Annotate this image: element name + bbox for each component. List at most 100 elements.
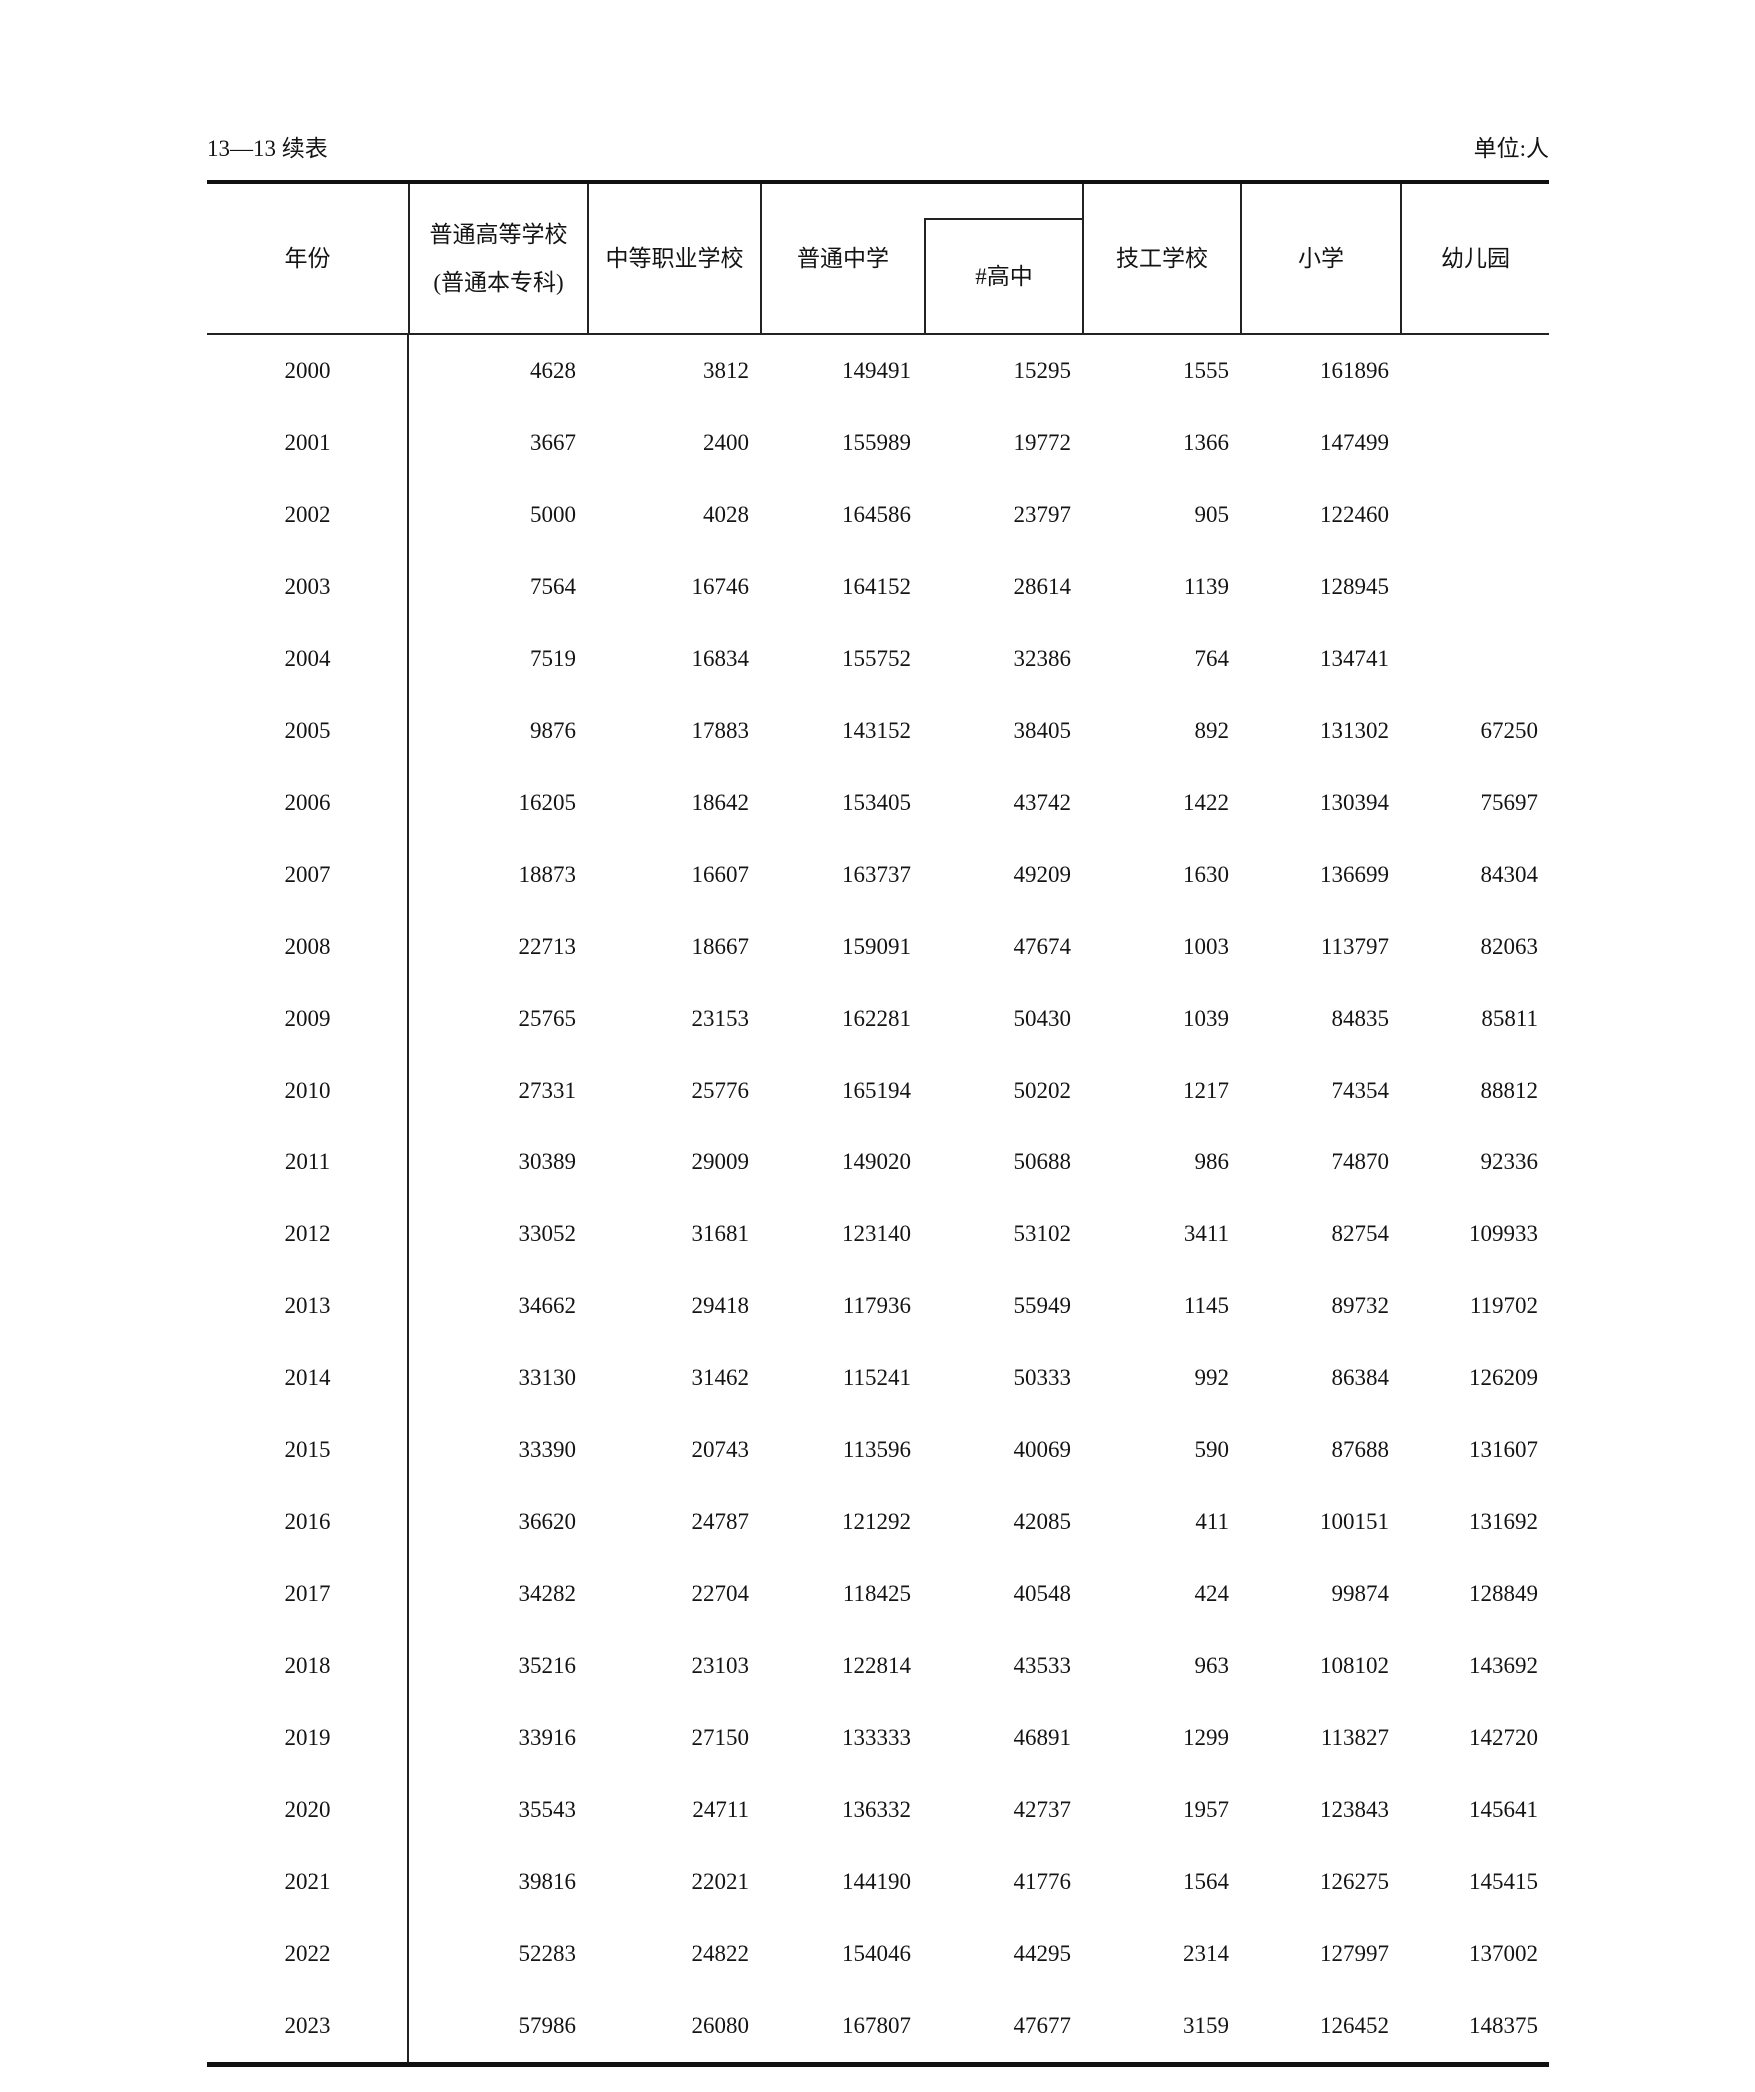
table-continuation-label: 13—13 续表 (207, 136, 328, 161)
value-cell: 1366 (1183, 429, 1229, 455)
value-cell: 29418 (691, 1293, 750, 1319)
value-cell: 3411 (1183, 1221, 1229, 1247)
year-cell: 2013 (284, 1293, 331, 1319)
table-row: 2018 35216 23103 122814 43533 963 108102 143692 (207, 1630, 1549, 1702)
table-row: 2022 52283 24822 154046 44295 2314 127997 13700… (207, 1918, 1549, 1990)
value-cell: 26080 (691, 2012, 750, 2038)
year-cell: 2002 (284, 501, 331, 527)
page-header: 13—13 续表 单位:人 (207, 136, 1549, 161)
year-cell: 2004 (284, 645, 331, 671)
value-cell: 67250 (1480, 717, 1539, 743)
value-cell: 33052 (518, 1221, 577, 1247)
value-cell: 32386 (1013, 645, 1072, 671)
value-cell: 18642 (691, 789, 750, 815)
value-cell: 22021 (691, 1868, 750, 1894)
value-cell: 39816 (518, 1868, 577, 1894)
col-header-technical-school: 技工学校 (1082, 184, 1240, 333)
col-header-year-label: 年份 (284, 245, 331, 271)
value-cell: 22704 (691, 1581, 750, 1607)
value-cell: 1564 (1183, 1868, 1229, 1894)
col-header-kindergarten-label: 幼儿园 (1441, 245, 1510, 271)
year-cell: 2000 (284, 357, 331, 383)
value-cell: 82063 (1480, 933, 1539, 959)
value-cell: 50688 (1013, 1149, 1072, 1175)
value-cell: 143692 (1469, 1653, 1538, 1679)
value-cell: 23153 (691, 1005, 750, 1031)
table-row: 2009 25765 23153 162281 50430 1039 84835 85811 (207, 983, 1549, 1055)
value-cell: 57986 (518, 2012, 577, 2038)
value-cell: 74354 (1331, 1077, 1390, 1103)
value-cell: 136699 (1320, 861, 1389, 887)
year-cell: 2008 (284, 933, 331, 959)
value-cell: 161896 (1320, 357, 1389, 383)
value-cell: 35216 (518, 1653, 577, 1679)
value-cell: 164152 (842, 573, 911, 599)
value-cell: 47674 (1013, 933, 1072, 959)
value-cell: 74870 (1331, 1149, 1390, 1175)
value-cell: 75697 (1480, 789, 1539, 815)
value-cell: 159091 (842, 933, 911, 959)
value-cell: 4628 (530, 357, 576, 383)
value-cell: 1630 (1183, 861, 1229, 887)
year-cell: 2018 (284, 1653, 331, 1679)
value-cell: 18667 (691, 933, 750, 959)
year-cell: 2016 (284, 1509, 331, 1535)
value-cell: 28614 (1013, 573, 1072, 599)
value-cell: 137002 (1469, 1940, 1538, 1966)
value-cell: 126275 (1320, 1868, 1389, 1894)
value-cell: 133333 (842, 1725, 911, 1751)
year-cell: 2006 (284, 789, 331, 815)
table-row: 2021 39816 22021 144190 41776 1564 126275 14541… (207, 1846, 1549, 1918)
value-cell: 36620 (518, 1509, 577, 1535)
value-cell: 29009 (691, 1149, 750, 1175)
value-cell: 1957 (1183, 1797, 1229, 1823)
year-cell: 2017 (284, 1581, 331, 1607)
col-header-regular-secondary-label: 普通中学 (797, 245, 889, 271)
value-cell: 126452 (1320, 2012, 1389, 2038)
value-cell: 87688 (1331, 1437, 1390, 1463)
table-row: 2014 33130 31462 115241 50333 992 86384 126209 (207, 1342, 1549, 1414)
value-cell: 5000 (530, 501, 576, 527)
value-cell: 34662 (518, 1293, 577, 1319)
value-cell: 117936 (842, 1293, 911, 1319)
value-cell: 149491 (842, 357, 911, 383)
col-header-kindergarten: 幼儿园 (1400, 184, 1549, 333)
table-row: 2012 33052 31681 123140 53102 3411 82754 109933 (207, 1198, 1549, 1270)
table-row: 2006 16205 18642 153405 43742 1422 130394 75697 (207, 767, 1549, 839)
value-cell: 424 (1194, 1581, 1230, 1607)
statistics-table: 年份 普通高等学校 (普通本专科) 中等职业学校 普通中学 #高中 技工学校 (207, 180, 1549, 2067)
value-cell: 25765 (518, 1005, 577, 1031)
value-cell: 149020 (842, 1149, 911, 1175)
value-cell: 145415 (1469, 1868, 1538, 1894)
value-cell: 50333 (1013, 1365, 1072, 1391)
value-cell: 3159 (1183, 2012, 1229, 2038)
value-cell (1400, 623, 1549, 695)
value-cell: 142720 (1469, 1725, 1538, 1751)
value-cell: 128945 (1320, 573, 1389, 599)
year-cell: 2003 (284, 573, 331, 599)
col-header-primary-school-label: 小学 (1298, 245, 1344, 271)
col-header-primary-school: 小学 (1240, 184, 1400, 333)
value-cell: 50202 (1013, 1077, 1072, 1103)
table-row: 2004 7519 16834 155752 32386 764 134741 (207, 623, 1549, 695)
value-cell: 1299 (1183, 1725, 1229, 1751)
value-cell: 24711 (692, 1797, 749, 1823)
value-cell: 25776 (691, 1077, 750, 1103)
value-cell: 100151 (1320, 1509, 1389, 1535)
value-cell: 1039 (1183, 1005, 1229, 1031)
col-header-higher-education-line2: (普通本专科) (433, 269, 564, 295)
value-cell: 7519 (530, 645, 576, 671)
year-cell: 2001 (284, 429, 331, 455)
value-cell: 15295 (1013, 357, 1072, 383)
value-cell: 46891 (1013, 1725, 1072, 1751)
value-cell: 155989 (842, 429, 911, 455)
col-header-senior-high-label: #高中 (975, 263, 1033, 289)
value-cell: 42737 (1013, 1797, 1072, 1823)
year-cell: 2011 (284, 1149, 331, 1175)
value-cell: 22713 (518, 933, 577, 959)
table-row: 2005 9876 17883 143152 38405 892 131302 67250 (207, 695, 1549, 767)
year-cell: 2007 (284, 861, 331, 887)
value-cell: 764 (1194, 645, 1230, 671)
value-cell: 118425 (842, 1581, 911, 1607)
table-row: 2000 4628 3812 149491 15295 1555 161896 (207, 335, 1549, 407)
